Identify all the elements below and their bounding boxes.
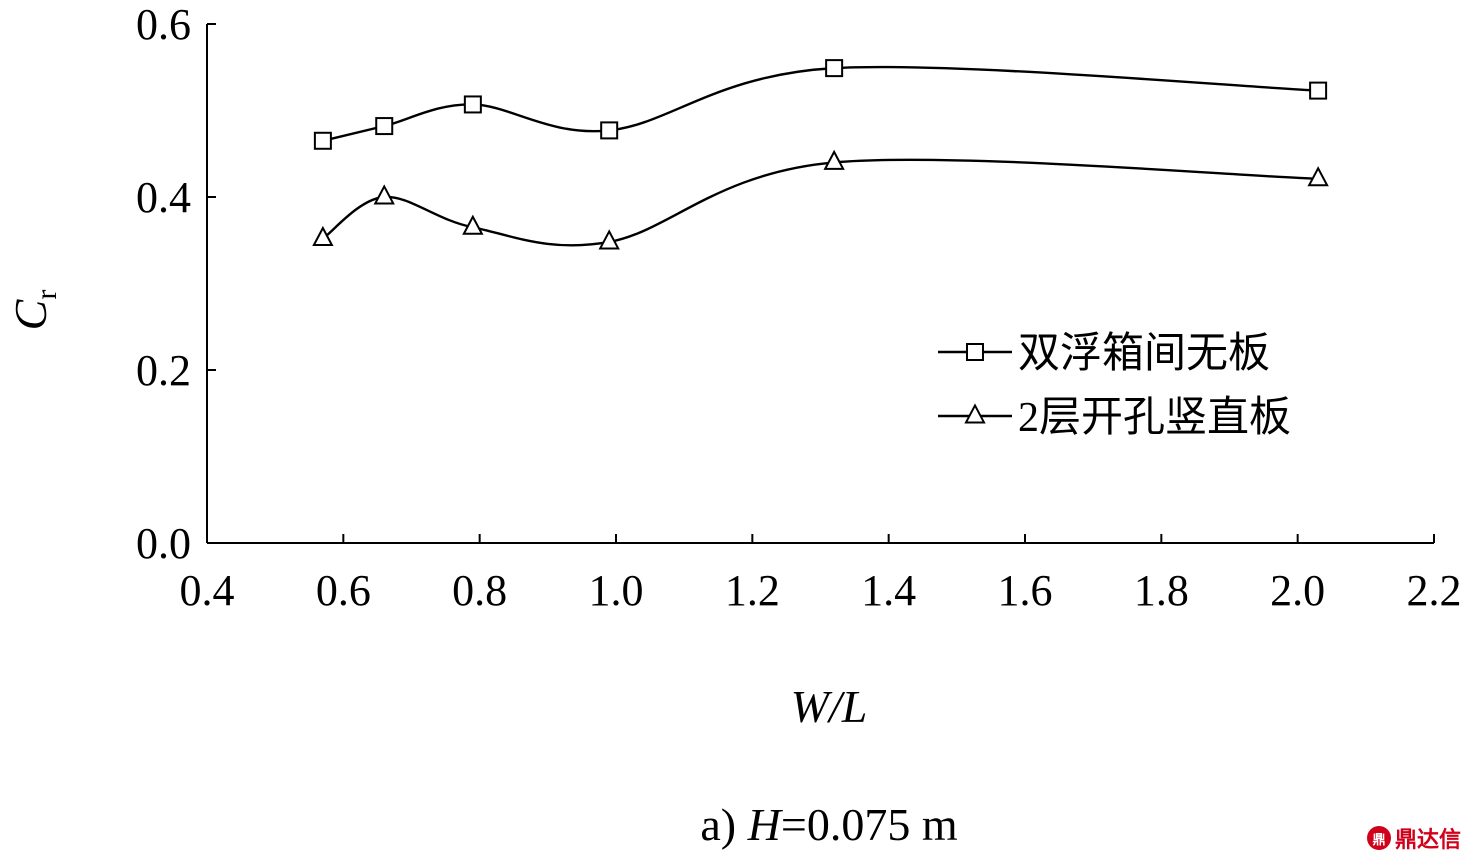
series-0-point-1 (375, 117, 394, 136)
x-tick-label-9: 2.2 (1407, 566, 1462, 615)
series-1 (312, 149, 1329, 250)
x-ticks: 0.4 0.6 0.8 1.0 1.2 1.4 1.6 1.8 2.0 2.2 (180, 534, 1462, 615)
y-tick-label-1: 0.2 (136, 346, 191, 395)
series-1-point-2 (462, 214, 484, 235)
x-tick-label-4: 1.2 (725, 566, 780, 615)
legend: 双浮箱间无板 2层开孔竖直板 (938, 331, 1291, 441)
series-0-point-4 (825, 59, 844, 78)
caption-var: H (747, 799, 784, 850)
watermark-text: 鼎达信 (1394, 828, 1461, 853)
y-ticks: 0.0 0.2 0.4 0.6 (136, 0, 216, 568)
series-0-point-3 (600, 121, 619, 140)
watermark: 鼎 鼎达信 (1366, 822, 1461, 854)
y-tick-label-2: 0.4 (136, 173, 191, 222)
legend-item-1: 2层开孔竖直板 (938, 395, 1291, 441)
series-0-point-2 (463, 95, 482, 114)
legend-label-1: 2层开孔竖直板 (1018, 395, 1291, 441)
seal-icon: 鼎 (1366, 826, 1391, 850)
axes (206, 24, 1434, 544)
x-axis-label: W/L (791, 681, 868, 732)
series-0 (313, 59, 1328, 150)
x-tick-label-8: 2.0 (1270, 566, 1325, 615)
x-tick-label-5: 1.4 (861, 566, 916, 615)
legend-item-0: 双浮箱间无板 (938, 331, 1270, 377)
caption-rest: =0.075 m (781, 799, 958, 850)
x-tick-label-6: 1.6 (998, 566, 1053, 615)
legend-marker-0 (966, 343, 984, 361)
series-1-point-3 (598, 229, 620, 250)
series-1-point-4 (823, 149, 845, 170)
series-0-point-0 (313, 131, 332, 150)
x-tick-label-3: 1.0 (589, 566, 644, 615)
y-tick-label-3: 0.6 (136, 0, 191, 49)
y-axis-label-sub: r (30, 290, 63, 300)
caption-prefix: a) (700, 799, 747, 850)
x-tick-label-2: 0.8 (452, 566, 507, 615)
y-axis-label: Cr (5, 290, 63, 331)
series-layer (312, 59, 1329, 250)
series-1-point-0 (312, 225, 334, 246)
series-1-point-5 (1307, 166, 1329, 187)
series-1-point-1 (373, 184, 395, 205)
figure-caption: a) H=0.075 m (700, 799, 957, 850)
legend-label-0: 双浮箱间无板 (1018, 331, 1270, 377)
y-tick-label-0: 0.0 (136, 519, 191, 568)
series-0-point-5 (1309, 81, 1328, 100)
y-axis-label-main: C (5, 298, 56, 330)
series-1-line (322, 158, 1319, 247)
x-tick-label-7: 1.8 (1134, 566, 1189, 615)
x-tick-label-1: 0.6 (316, 566, 371, 615)
x-tick-label-0: 0.4 (180, 566, 235, 615)
legend-marker-1 (964, 403, 986, 424)
series-0-line (322, 65, 1319, 142)
